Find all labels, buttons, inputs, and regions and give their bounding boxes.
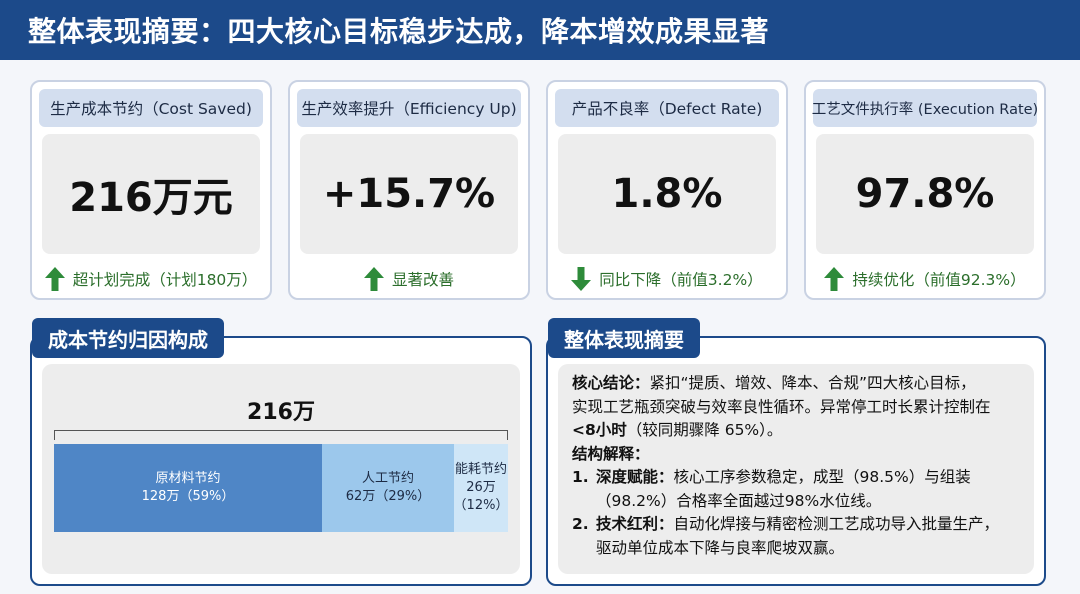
core-conclusion-line3: <8小时（较同期骤降 65%）。 [572, 419, 1024, 443]
summary-text: 核心结论：紧扣“提质、增效、降本、合规”四大核心目标， 实现工艺瓶颈突破与效率良… [572, 372, 1024, 560]
core-conclusion-line2: 实现工艺瓶颈突破与效率良性循环。异常停工时长累计控制在 [572, 397, 991, 416]
list-item-label: 深度赋能： [596, 468, 674, 486]
kpi-note-text: 持续优化（前值92.3%） [852, 271, 1026, 289]
kpi-note: 持续优化（前值92.3%） [806, 264, 1044, 294]
summary-panel: 整体表现摘要 核心结论：紧扣“提质、增效、降本、合规”四大核心目标， 实现工艺瓶… [546, 318, 1046, 586]
list-item: 2. 技术红利：自动化焊接与精密检测工艺成功导入批量生产， [572, 513, 1024, 537]
page-header: 整体表现摘要：四大核心目标稳步达成，降本增效成果显著 [0, 0, 1080, 60]
segment-labor: 人工节约 62万（29%） [322, 444, 454, 532]
cost-breakdown-box: 216万 原材料节约 128万（59%） 人工节约 62万（29%） 能耗节约 … [42, 364, 520, 574]
list-item-label: 技术红利： [596, 515, 674, 533]
segment-energy: 能耗节约 26万 （12%） [454, 444, 508, 532]
total-bracket [54, 430, 508, 440]
structure-label-line: 结构解释： [572, 443, 1024, 467]
core-text: 紧扣“提质、增效、降本、合规”四大核心目标， [649, 374, 976, 392]
panel-title: 整体表现摘要 [548, 318, 700, 358]
kpi-note: 超计划完成（计划180万） [32, 264, 270, 294]
list-number: 1. [572, 468, 589, 486]
list-item-text: 核心工序参数稳定，成型（98.5%）与组装 [673, 468, 971, 486]
kpi-note: 显著改善 [290, 264, 528, 294]
kpi-label: 生产效率提升（Efficiency Up) [297, 89, 521, 127]
kpi-value: +15.7% [300, 134, 518, 254]
cost-breakdown-panel: 成本节约归因构成 216万 原材料节约 128万（59%） 人工节约 62万（2… [30, 318, 532, 586]
core-text: （较同期骤降 65%）。 [626, 421, 783, 439]
kpi-label: 产品不良率（Defect Rate) [555, 89, 779, 127]
list-item-continuation: 驱动单位成本下降与良率爬坡双赢。 [596, 538, 845, 557]
arrow-up-icon [824, 267, 845, 291]
kpi-note-text: 同比下降（前值3.2%） [599, 271, 763, 289]
list-item-text: 自动化焊接与精密检测工艺成功导入批量生产， [673, 515, 1000, 533]
core-conclusion-line1: 核心结论：紧扣“提质、增效、降本、合规”四大核心目标， [572, 372, 1024, 396]
list-item: 1. 深度赋能：核心工序参数稳定，成型（98.5%）与组装 [572, 466, 1024, 490]
arrow-up-icon [44, 267, 65, 291]
summary-box: 核心结论：紧扣“提质、增效、降本、合规”四大核心目标， 实现工艺瓶颈突破与效率良… [558, 364, 1034, 574]
list-number: 2. [572, 515, 589, 533]
kpi-card-cost-saved: 生产成本节约（Cost Saved) 216万元 超计划完成（计划180万） [30, 80, 272, 300]
segment-detail: 62万（29%） [345, 489, 431, 504]
arrow-down-icon [571, 267, 592, 291]
kpi-label: 工艺文件执行率 (Execution Rate) [812, 89, 1038, 127]
core-highlight: <8小时 [572, 421, 627, 439]
segment-detail: 26万 [466, 480, 496, 495]
segment-detail-percent: （12%） [453, 498, 509, 513]
segment-detail: 128万（59%） [141, 489, 235, 504]
total-savings-label: 216万 [247, 400, 315, 425]
segment-raw-material: 原材料节约 128万（59%） [54, 444, 322, 532]
kpi-card-efficiency-up: 生产效率提升（Efficiency Up) +15.7% 显著改善 [288, 80, 530, 300]
kpi-value: 216万元 [42, 134, 260, 254]
list-item-continuation: （98.2%）合格率全面越过98%水位线。 [596, 491, 882, 510]
kpi-value: 97.8% [816, 134, 1034, 254]
kpi-note-text: 显著改善 [391, 271, 454, 289]
segment-name: 能耗节约 [454, 462, 507, 477]
panel-title: 成本节约归因构成 [32, 318, 224, 358]
segment-name: 原材料节约 [155, 471, 221, 486]
kpi-note-text: 超计划完成（计划180万） [72, 271, 258, 289]
segment-name: 人工节约 [361, 471, 414, 486]
page-title: 整体表现摘要：四大核心目标稳步达成，降本增效成果显著 [28, 15, 770, 48]
kpi-card-defect-rate: 产品不良率（Defect Rate) 1.8% 同比下降（前值3.2%） [546, 80, 788, 300]
kpi-card-execution-rate: 工艺文件执行率 (Execution Rate) 97.8% 持续优化（前值92… [804, 80, 1046, 300]
kpi-value: 1.8% [558, 134, 776, 254]
arrow-up-icon [363, 267, 384, 291]
kpi-label: 生产成本节约（Cost Saved) [39, 89, 263, 127]
kpi-note: 同比下降（前值3.2%） [548, 264, 786, 294]
structure-label: 结构解释： [572, 444, 650, 463]
core-conclusion-label: 核心结论： [572, 374, 650, 392]
